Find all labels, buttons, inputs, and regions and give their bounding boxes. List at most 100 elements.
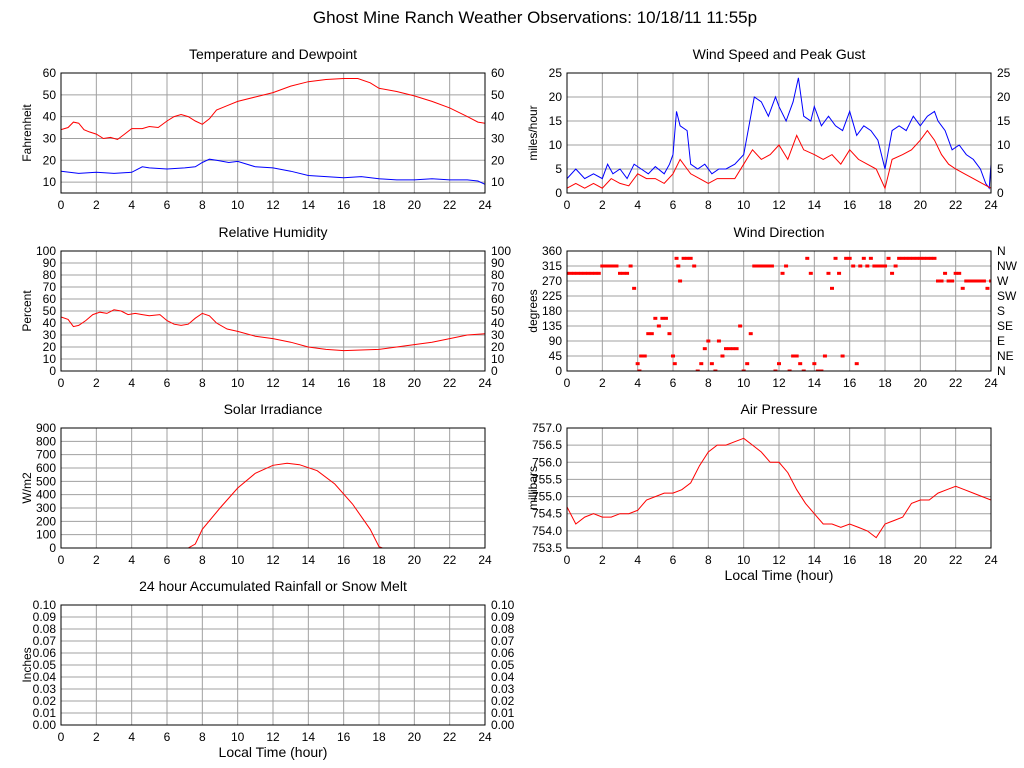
winddir-point bbox=[672, 362, 677, 366]
winddir-y-tick: 45 bbox=[549, 349, 563, 363]
rain-y-tick-right: 0.01 bbox=[491, 706, 515, 720]
winddir-point bbox=[840, 354, 845, 358]
pressure-x-tick: 14 bbox=[808, 553, 822, 567]
wind-y-tick-right: 15 bbox=[997, 114, 1011, 128]
solar-y-tick: 700 bbox=[36, 448, 56, 462]
solar-x-tick: 18 bbox=[372, 553, 386, 567]
winddir-point bbox=[748, 332, 753, 336]
winddir-point bbox=[837, 271, 842, 275]
rh-y-tick-right: 30 bbox=[491, 328, 505, 342]
winddir-point bbox=[579, 271, 584, 275]
winddir-point bbox=[808, 271, 813, 275]
rh-y-tick-right: 40 bbox=[491, 316, 505, 330]
rh-series-line bbox=[61, 309, 485, 352]
winddir-x-tick: 22 bbox=[949, 376, 963, 390]
winddir-point bbox=[603, 264, 608, 268]
winddir-point bbox=[893, 264, 898, 268]
rain-x-tick: 4 bbox=[128, 730, 135, 744]
rain-y-tick: 0.07 bbox=[33, 634, 57, 648]
winddir-point bbox=[974, 279, 979, 283]
winddir-point bbox=[695, 369, 700, 371]
winddir-point bbox=[731, 347, 736, 351]
winddir-point bbox=[939, 279, 944, 283]
pressure-y-tick: 755.0 bbox=[532, 490, 562, 504]
winddir-point bbox=[653, 316, 658, 320]
pressure-x-tick: 2 bbox=[599, 553, 606, 567]
rain-frame bbox=[60, 604, 486, 726]
winddir-y-tick-right: S bbox=[997, 304, 1005, 318]
temp-series-line bbox=[61, 158, 485, 185]
winddir-point bbox=[981, 279, 986, 283]
rain-y-tick-right: 0.10 bbox=[491, 598, 515, 612]
winddir-point bbox=[589, 271, 594, 275]
pressure-x-tick: 0 bbox=[564, 553, 571, 567]
solar-x-tick: 14 bbox=[302, 553, 316, 567]
pressure-x-tick: 20 bbox=[914, 553, 928, 567]
winddir-point bbox=[805, 256, 810, 260]
temp-y-tick-right: 30 bbox=[491, 131, 505, 145]
rain-y-tick-right: 0.04 bbox=[491, 670, 515, 684]
winddir-point bbox=[720, 354, 725, 358]
wind-x-tick: 6 bbox=[670, 198, 677, 212]
winddir-y-tick: 0 bbox=[555, 364, 562, 378]
winddir-point bbox=[674, 256, 679, 260]
rain-y-tick-right: 0.00 bbox=[491, 718, 515, 732]
winddir-point bbox=[596, 271, 601, 275]
winddir-point bbox=[635, 362, 640, 366]
winddir-point bbox=[794, 354, 799, 358]
rain-chart: 24 hour Accumulated Rainfall or Snow Mel… bbox=[20, 578, 515, 760]
rain-x-tick: 18 bbox=[372, 730, 386, 744]
temp-x-tick: 20 bbox=[408, 198, 422, 212]
rh-y-tick: 20 bbox=[43, 340, 57, 354]
winddir-point bbox=[646, 332, 651, 336]
rain-title: 24 hour Accumulated Rainfall or Snow Mel… bbox=[139, 578, 407, 594]
winddir-x-tick: 8 bbox=[705, 376, 712, 390]
rh-y-tick: 40 bbox=[43, 316, 57, 330]
pressure-y-tick: 757.0 bbox=[532, 421, 562, 435]
winddir-x-tick: 16 bbox=[843, 376, 857, 390]
winddir-point bbox=[957, 271, 962, 275]
winddir-x-tick: 10 bbox=[737, 376, 751, 390]
wind-y-tick: 10 bbox=[549, 138, 563, 152]
temp-x-tick: 8 bbox=[199, 198, 206, 212]
winddir-point bbox=[745, 362, 750, 366]
winddir-point bbox=[826, 271, 831, 275]
temp-ylabel: Fahrenheit bbox=[20, 104, 34, 162]
winddir-x-tick: 18 bbox=[878, 376, 892, 390]
rh-y-tick: 30 bbox=[43, 328, 57, 342]
rh-y-tick-right: 20 bbox=[491, 340, 505, 354]
winddir-y-tick: 360 bbox=[542, 244, 562, 258]
solar-y-tick: 200 bbox=[36, 514, 56, 528]
temp-x-tick: 6 bbox=[164, 198, 171, 212]
winddir-y-tick-right: SW bbox=[997, 289, 1017, 303]
solar-frame bbox=[60, 427, 486, 549]
winddir-y-tick-right: NW bbox=[997, 259, 1018, 273]
pressure-x-tick: 10 bbox=[737, 553, 751, 567]
solar-x-tick: 12 bbox=[266, 553, 280, 567]
winddir-y-tick-right: E bbox=[997, 334, 1005, 348]
winddir-y-tick: 180 bbox=[542, 304, 562, 318]
rh-x-tick: 4 bbox=[128, 376, 135, 390]
winddir-x-tick: 2 bbox=[599, 376, 606, 390]
solar-y-tick: 300 bbox=[36, 501, 56, 515]
pressure-y-tick: 754.0 bbox=[532, 524, 562, 538]
winddir-x-tick: 4 bbox=[634, 376, 641, 390]
winddir-point bbox=[872, 264, 877, 268]
solar-title: Solar Irradiance bbox=[224, 401, 323, 417]
winddir-point bbox=[759, 264, 764, 268]
winddir-point bbox=[649, 332, 654, 336]
temp-x-tick: 2 bbox=[93, 198, 100, 212]
wind-y-tick-right: 5 bbox=[997, 162, 1004, 176]
solar-ylabel: W/m2 bbox=[20, 472, 34, 504]
winddir-point bbox=[801, 369, 806, 371]
winddir-y-tick-right: NE bbox=[997, 349, 1014, 363]
winddir-point bbox=[724, 347, 728, 351]
winddir-y-tick-right: N bbox=[997, 364, 1006, 378]
winddir-point bbox=[716, 339, 721, 343]
rain-y-tick: 0.00 bbox=[33, 718, 57, 732]
wind-x-tick: 0 bbox=[564, 198, 571, 212]
rh-y-tick-right: 70 bbox=[491, 280, 505, 294]
